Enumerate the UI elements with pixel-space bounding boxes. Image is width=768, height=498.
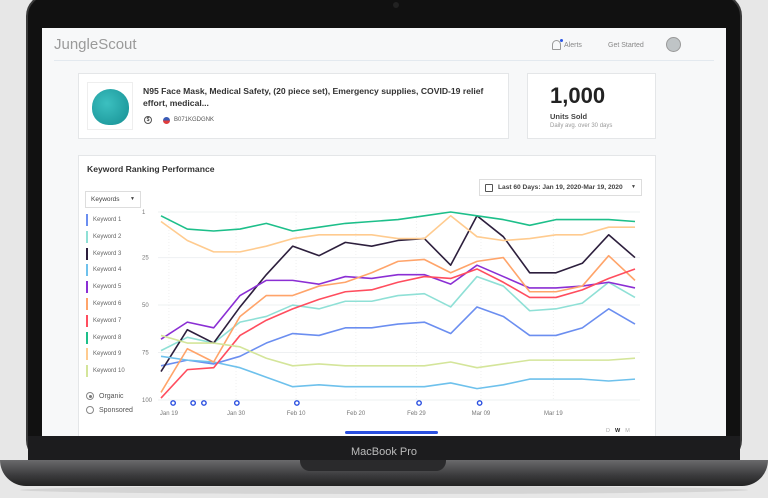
- granularity-month[interactable]: M: [625, 428, 630, 434]
- keywords-dropdown[interactable]: Keywords ▼: [85, 191, 141, 208]
- legend-keyword-6[interactable]: Keyword 6: [86, 298, 121, 310]
- product-title: N95 Face Mask, Medical Safety, (20 piece…: [143, 86, 484, 108]
- x-tick-label: Jan 30: [227, 411, 246, 417]
- y-tick-label: 50: [142, 303, 149, 309]
- series-line-keyword-2: [160, 275, 636, 352]
- seller-icon: $: [144, 116, 152, 124]
- legend-keyword-7[interactable]: Keyword 7: [86, 314, 121, 327]
- event-marker: [233, 400, 240, 406]
- radio-label: Organic: [99, 392, 124, 400]
- legend-keyword-4[interactable]: Keyword 4: [86, 264, 121, 277]
- event-marker: [201, 400, 207, 406]
- series-line-keyword-8: [160, 211, 636, 232]
- chart-title: Keyword Ranking Performance: [87, 164, 215, 174]
- us-flag-icon: [163, 117, 170, 124]
- event-marker: [416, 400, 422, 406]
- asin[interactable]: B071KGDGNK: [174, 117, 215, 123]
- series-line-keyword-1: [160, 306, 636, 367]
- x-tick-label: Feb 29: [407, 411, 426, 417]
- radio-unselected-icon: [86, 406, 94, 414]
- scroll-indicator[interactable]: [345, 431, 438, 434]
- y-tick-label: 25: [142, 256, 149, 262]
- date-range-label: Last 60 Days: Jan 19, 2020-Mar 19, 2020: [498, 184, 623, 191]
- event-marker: [476, 400, 483, 406]
- series-line-keyword-5: [160, 264, 636, 340]
- mask-image: [92, 89, 129, 125]
- get-started-link[interactable]: Get Started: [608, 42, 644, 49]
- legend-keyword-5[interactable]: Keyword 5: [86, 281, 121, 294]
- granularity-week[interactable]: W: [614, 428, 621, 434]
- series-line-keyword-10: [160, 334, 636, 369]
- units-sold-label: Units Sold: [550, 112, 588, 121]
- caret-down-icon: ▼: [130, 196, 135, 202]
- camera: [393, 2, 399, 8]
- radio-label: Sponsored: [99, 406, 133, 414]
- y-tick-label: 100: [142, 398, 153, 404]
- series-line-keyword-4: [160, 355, 636, 390]
- laptop-shadow: [20, 486, 748, 494]
- granularity-day[interactable]: D: [606, 428, 610, 434]
- calendar-icon: [485, 184, 493, 192]
- header-divider: [54, 60, 714, 61]
- keyword-ranking-card: Keyword Ranking Performance Last 60 Days…: [78, 155, 656, 436]
- legend-keyword-2[interactable]: Keyword 2: [86, 230, 121, 243]
- series-line-keyword-3: [160, 214, 636, 372]
- event-marker: [170, 400, 177, 406]
- x-tick-label: Jan 19: [160, 411, 179, 417]
- legend-keyword-9[interactable]: Keyword 9: [86, 348, 121, 361]
- device-label: MacBook Pro: [350, 446, 418, 458]
- y-tick-label: 75: [142, 351, 149, 357]
- x-tick-label: Mar 09: [472, 411, 491, 417]
- keywords-dropdown-label: Keywords: [91, 196, 120, 203]
- legend-keyword-3[interactable]: Keyword 3: [86, 247, 121, 260]
- alerts-button[interactable]: Alerts: [552, 39, 582, 50]
- y-tick-label: 1: [142, 210, 146, 216]
- product-image: [87, 82, 133, 130]
- radio-selected-icon: [86, 392, 94, 400]
- screen: JungleScout Alerts Get Started N95 Face …: [42, 28, 726, 436]
- alerts-label: Alerts: [564, 41, 582, 49]
- units-sold-value: 1,000: [550, 83, 606, 108]
- legend-keyword-1[interactable]: Keyword 1: [86, 214, 121, 226]
- product-card: N95 Face Mask, Medical Safety, (20 piece…: [78, 73, 509, 139]
- bell-icon: [552, 39, 563, 50]
- units-sold-card: 1,000 Units Sold Daily avg. over 30 days: [527, 73, 656, 139]
- x-tick-label: Feb 10: [287, 411, 306, 417]
- radio-organic[interactable]: Organic: [86, 392, 124, 400]
- x-tick-label: Feb 20: [347, 411, 366, 417]
- units-sold-subtitle: Daily avg. over 30 days: [550, 123, 613, 129]
- laptop-notch: [300, 460, 446, 471]
- series-line-keyword-9: [160, 214, 635, 253]
- x-tick-label: Mar 19: [544, 411, 563, 417]
- series-line-keyword-7: [160, 268, 636, 399]
- date-range-picker[interactable]: Last 60 Days: Jan 19, 2020-Mar 19, 2020 ▼: [479, 179, 642, 196]
- caret-down-icon: ▼: [631, 184, 636, 190]
- ranking-chart: 1 25 50 75 100 Jan 19 Jan 30 Feb 10 Feb 20 Feb 29…: [142, 210, 640, 417]
- event-marker: [293, 400, 300, 406]
- logo[interactable]: JungleScout: [54, 36, 137, 53]
- series-line-keyword-6: [160, 254, 636, 393]
- laptop-chin: [28, 436, 740, 462]
- legend-keyword-10[interactable]: Keyword 10: [86, 365, 125, 378]
- event-marker: [190, 400, 197, 406]
- granularity-toggle: D W M: [606, 428, 630, 434]
- avatar[interactable]: [666, 37, 681, 52]
- radio-sponsored[interactable]: Sponsored: [86, 406, 133, 414]
- legend-keyword-8[interactable]: Keyword 8: [86, 331, 121, 344]
